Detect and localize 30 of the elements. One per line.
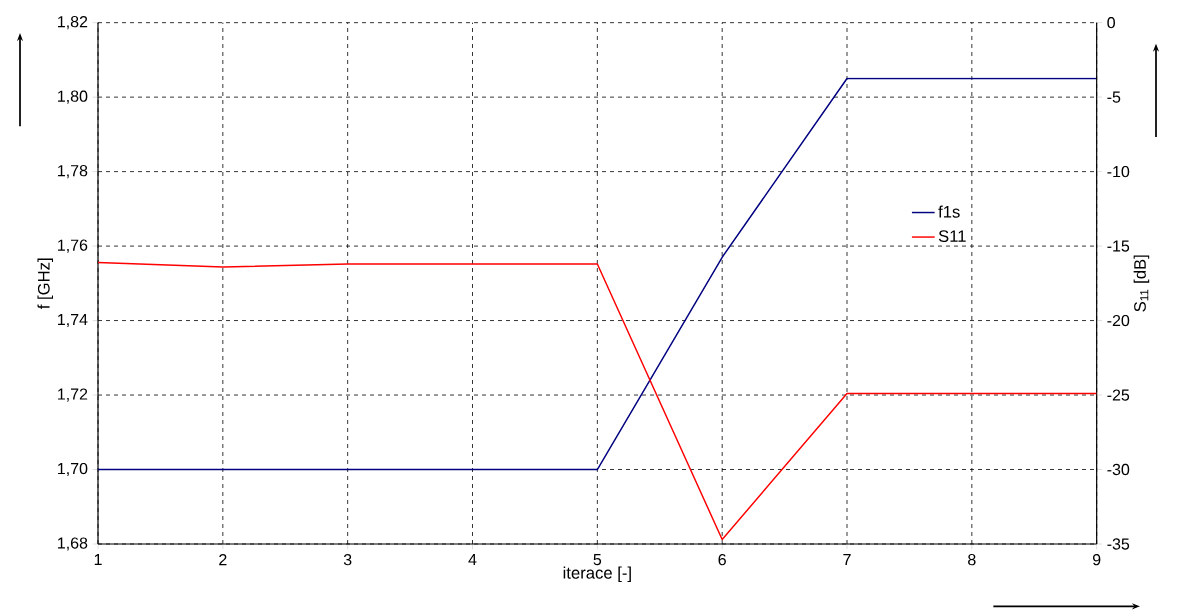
x-tick-label: 3 (343, 554, 352, 566)
y2-tick-label: -25 (1107, 389, 1130, 401)
x-axis-title: iterace [-] (563, 566, 631, 583)
y2-tick-label: -15 (1107, 240, 1130, 252)
y-tick-label: 1,80 (58, 90, 88, 104)
y2-tick-label: -30 (1107, 463, 1130, 476)
y-tick-label: 1,78 (58, 165, 88, 179)
y2-tick-label: -20 (1107, 314, 1130, 327)
y2-tick-label: -10 (1107, 165, 1130, 178)
y-tick-label: 1,76 (58, 239, 88, 253)
x-tick-label: 5 (593, 554, 602, 566)
y-tick-label: 1,68 (58, 537, 88, 551)
x-tick-label: 4 (468, 554, 477, 566)
x-tick-label: 9 (1092, 554, 1101, 566)
y2-tick-label: -5 (1107, 91, 1121, 103)
x-tick-label: 8 (968, 554, 976, 566)
legend-label: S11 (938, 230, 966, 243)
y-tick-label: 1,82 (58, 16, 88, 30)
y-tick-label: 1,72 (58, 388, 88, 402)
x-tick-label: 2 (219, 554, 227, 566)
y-tick-label: 1,74 (58, 314, 88, 328)
y2-tick-label: -35 (1107, 538, 1130, 550)
y2-tick-label: 0 (1107, 17, 1115, 29)
legend-label: f1s (938, 205, 960, 218)
y-axis-title: f [GHz] (37, 258, 53, 310)
x-tick-label: 7 (843, 554, 851, 566)
y2-axis-title: S$_{11}$ [dB] (1133, 255, 1150, 312)
x-tick-label: 6 (718, 554, 726, 566)
x-tick-label: 1 (94, 554, 102, 566)
y-tick-label: 1,70 (58, 462, 88, 477)
